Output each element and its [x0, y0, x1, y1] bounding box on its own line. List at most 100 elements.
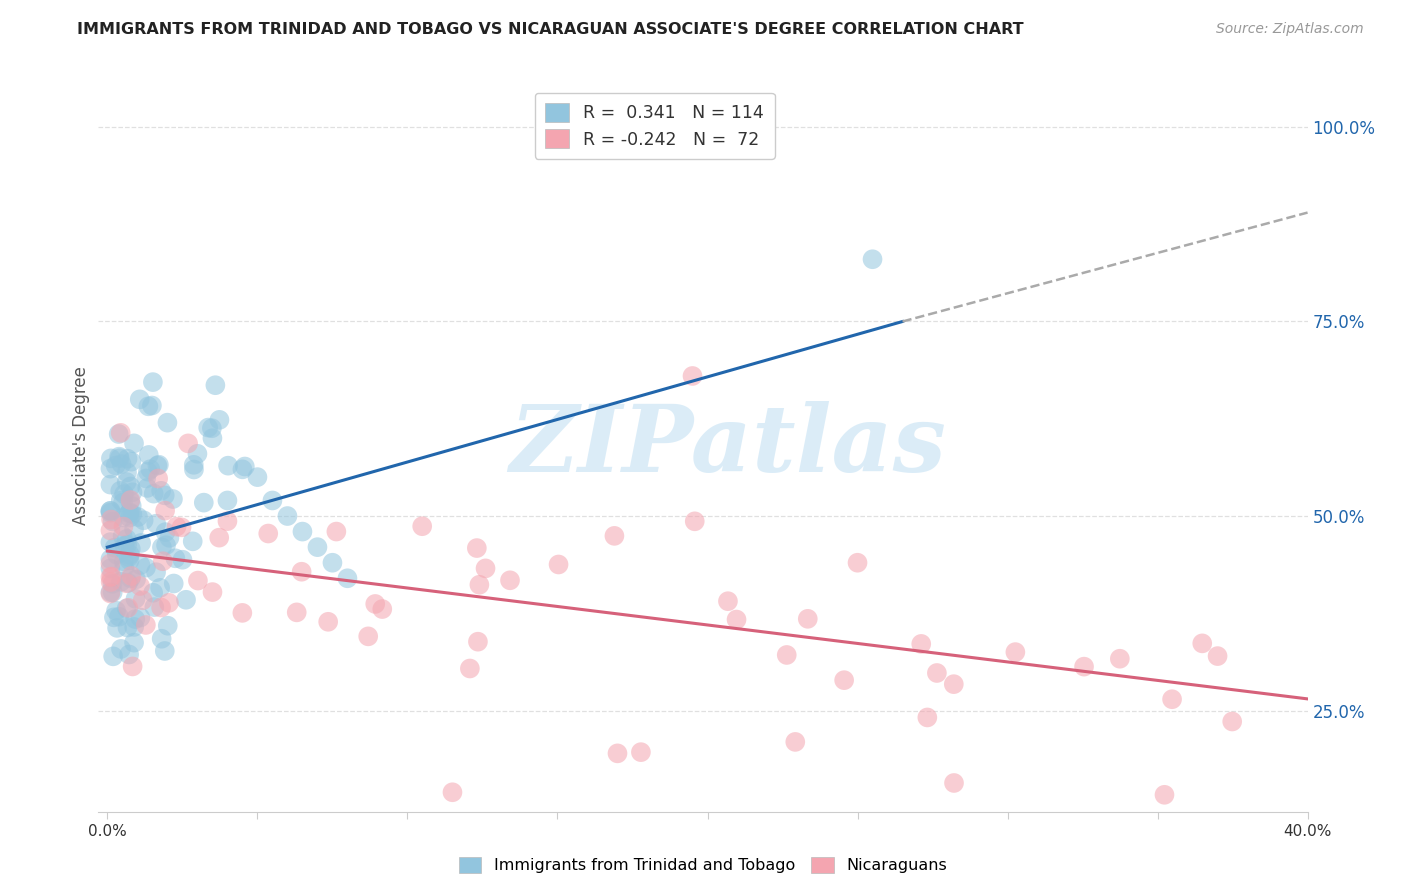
Point	[118, 648, 141, 662]
Point	[122, 522, 145, 536]
Point	[465, 541, 488, 555]
Point	[717, 594, 740, 608]
Point	[411, 519, 433, 533]
Point	[138, 448, 160, 462]
Point	[135, 560, 157, 574]
Point	[321, 556, 343, 570]
Point	[100, 504, 122, 518]
Text: IMMIGRANTS FROM TRINIDAD AND TOBAGO VS NICARAGUAN ASSOCIATE'S DEGREE CORRELATION: IMMIGRANTS FROM TRINIDAD AND TOBAGO VS N…	[77, 22, 1024, 37]
Point	[100, 506, 122, 520]
Point	[201, 421, 224, 435]
Point	[142, 586, 165, 600]
Point	[135, 471, 157, 485]
Point	[371, 602, 394, 616]
Point	[103, 610, 125, 624]
Point	[262, 493, 284, 508]
Point	[943, 776, 966, 790]
Point	[100, 574, 122, 589]
Point	[357, 629, 380, 643]
Point	[115, 601, 138, 615]
Point	[172, 552, 194, 566]
Point	[121, 507, 143, 521]
Point	[100, 557, 122, 571]
Y-axis label: Associate's Degree: Associate's Degree	[72, 367, 90, 525]
Point	[120, 569, 142, 583]
Point	[925, 665, 948, 680]
Point	[129, 579, 152, 593]
Point	[139, 462, 162, 476]
Point	[181, 534, 204, 549]
Point	[231, 606, 253, 620]
Point	[127, 510, 149, 524]
Point	[117, 575, 139, 590]
Point	[100, 570, 122, 584]
Point	[153, 488, 176, 502]
Point	[174, 592, 197, 607]
Point	[108, 451, 131, 466]
Point	[105, 548, 128, 562]
Point	[165, 551, 187, 566]
Point	[291, 565, 314, 579]
Point	[120, 479, 142, 493]
Point	[142, 486, 165, 500]
Point	[108, 450, 131, 464]
Point	[183, 458, 205, 472]
Point	[846, 556, 869, 570]
Point	[157, 596, 180, 610]
Point	[101, 649, 124, 664]
Point	[603, 529, 626, 543]
Point	[104, 458, 127, 473]
Point	[307, 540, 329, 554]
Point	[208, 413, 231, 427]
Point	[120, 494, 142, 508]
Point	[112, 510, 135, 524]
Point	[129, 536, 152, 550]
Point	[115, 532, 138, 546]
Point	[115, 576, 138, 591]
Point	[150, 541, 173, 555]
Point	[170, 520, 193, 534]
Point	[785, 735, 807, 749]
Point	[110, 641, 132, 656]
Point	[141, 399, 163, 413]
Point	[153, 503, 176, 517]
Point	[101, 585, 124, 599]
Point	[117, 620, 139, 634]
Point	[122, 620, 145, 634]
Point	[233, 459, 256, 474]
Point	[115, 537, 138, 551]
Point	[316, 615, 339, 629]
Point	[118, 550, 141, 565]
Point	[155, 538, 177, 552]
Point	[110, 457, 132, 471]
Point	[246, 470, 269, 484]
Point	[942, 677, 965, 691]
Point	[142, 375, 165, 389]
Point	[285, 606, 308, 620]
Point	[153, 644, 176, 658]
Point	[100, 461, 122, 475]
Point	[118, 553, 141, 567]
Point	[124, 591, 146, 606]
Point	[100, 504, 122, 518]
Point	[129, 558, 152, 572]
Point	[146, 471, 169, 485]
Point	[115, 475, 138, 489]
Point	[118, 510, 141, 524]
Point	[336, 571, 359, 585]
Point	[118, 506, 141, 520]
Point	[291, 524, 314, 539]
Point	[121, 659, 143, 673]
Point	[1206, 649, 1229, 664]
Point	[149, 581, 172, 595]
Point	[135, 618, 157, 632]
Point	[100, 477, 122, 491]
Point	[1161, 692, 1184, 706]
Point	[100, 586, 122, 600]
Point	[103, 541, 125, 555]
Point	[129, 610, 152, 624]
Point	[1073, 659, 1095, 673]
Point	[163, 576, 186, 591]
Point	[148, 458, 170, 472]
Point	[111, 529, 134, 543]
